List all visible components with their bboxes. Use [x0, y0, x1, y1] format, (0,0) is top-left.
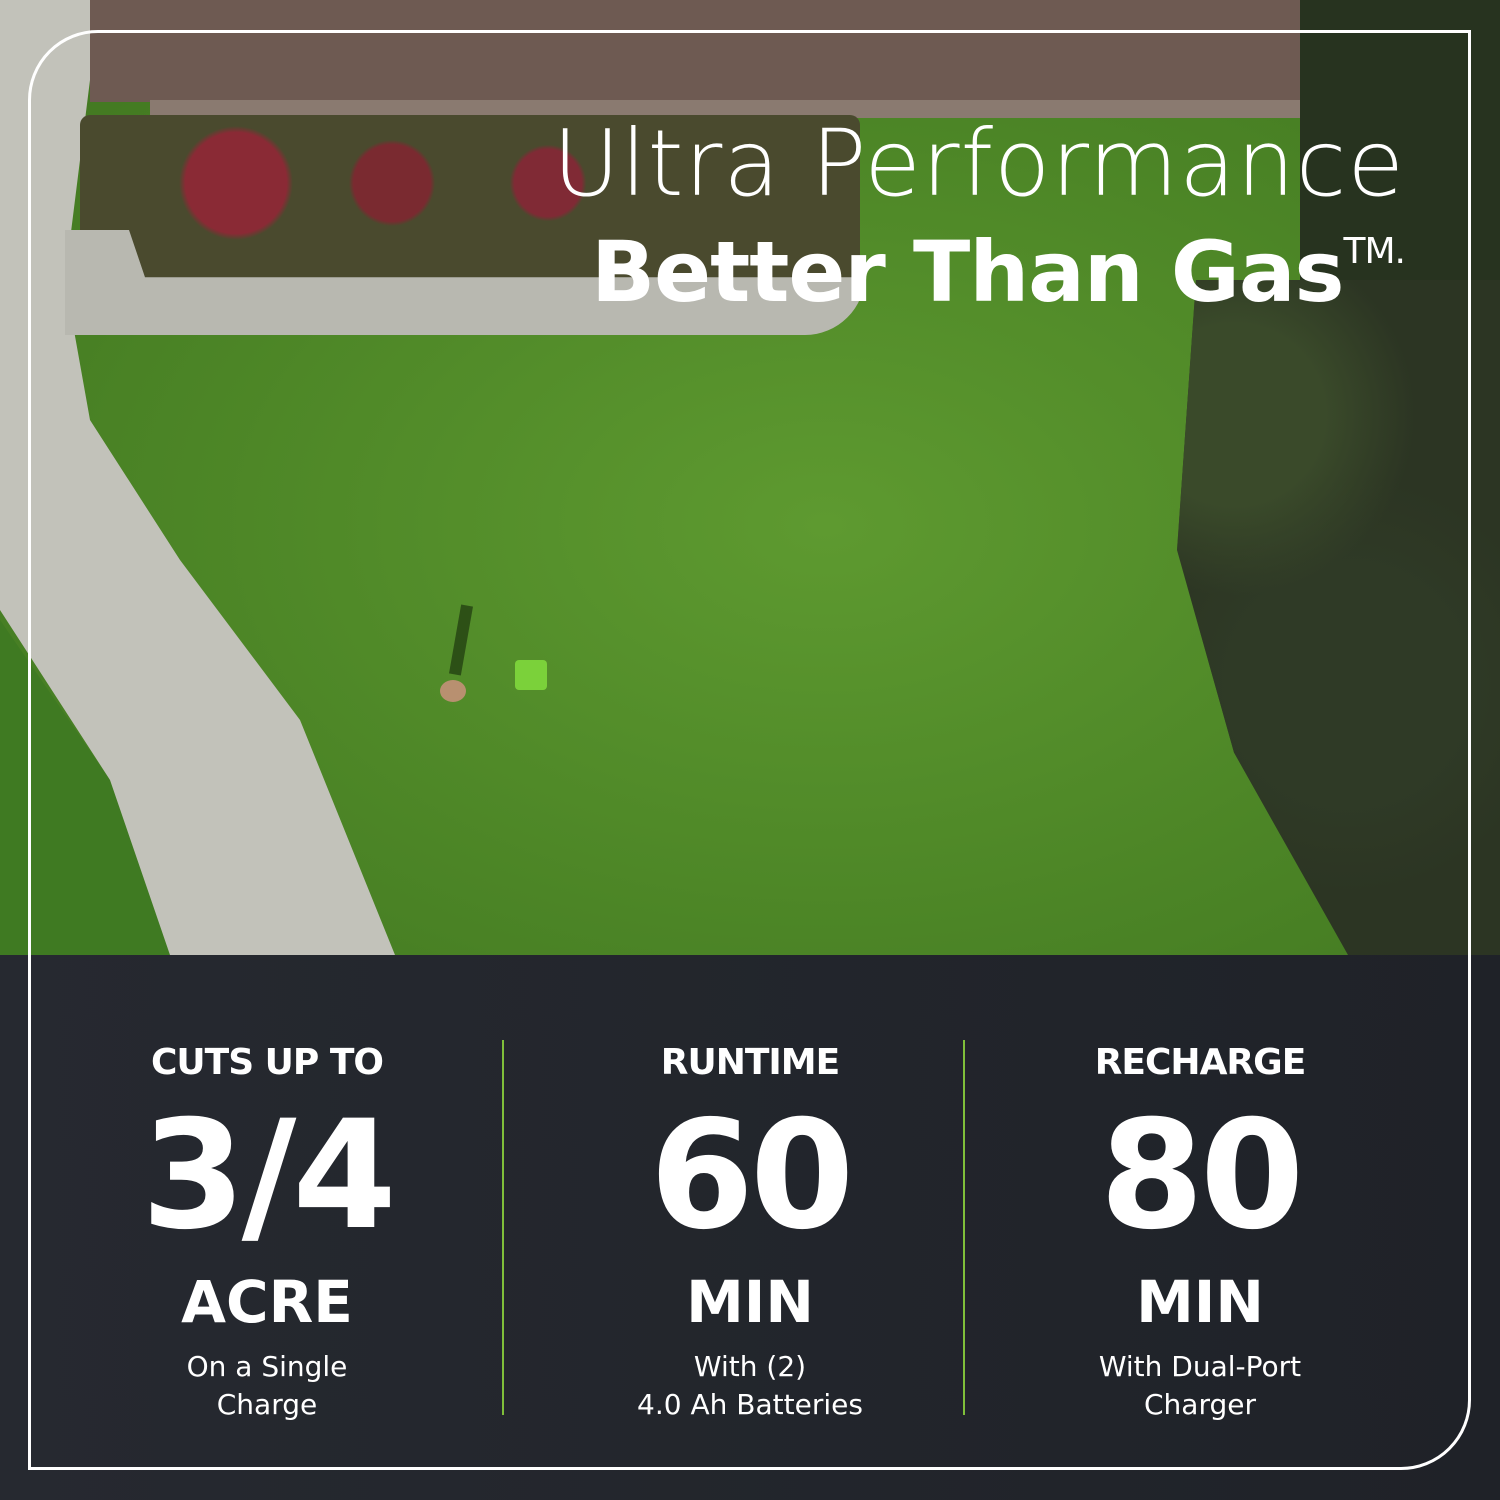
stat-unit: MIN	[686, 1268, 814, 1336]
stat-recharge: RECHARGE 80 MIN With Dual-Port Charger	[990, 1040, 1410, 1424]
divider	[502, 1040, 504, 1415]
headline-line2: Better Than GasTM.	[553, 220, 1406, 324]
stat-desc-line1: With (2)	[693, 1350, 807, 1383]
divider	[963, 1040, 965, 1415]
stat-desc: With Dual-Port Charger	[990, 1348, 1410, 1424]
stats-panel	[0, 955, 1500, 1500]
stat-coverage: CUTS UP TO 3/4 ACRE On a Single Charge	[57, 1040, 477, 1424]
headline-line2-text: Better Than Gas	[591, 223, 1344, 321]
stat-desc-line1: On a Single	[186, 1350, 348, 1383]
stat-runtime: RUNTIME 60 MIN With (2) 4.0 Ah Batteries	[540, 1040, 960, 1424]
house-eave	[150, 100, 1300, 118]
stat-desc-line1: With Dual-Port	[1098, 1350, 1302, 1383]
stat-value: 60	[649, 1089, 855, 1263]
headline: Ultra Performance Better Than GasTM.	[552, 108, 1406, 324]
headline-line1: Ultra Performance	[552, 110, 1405, 217]
stat-unit: ACRE	[181, 1268, 353, 1336]
aerial-lawn-photo: Ultra Performance Better Than GasTM.	[0, 0, 1500, 955]
stat-desc-line2: 4.0 Ah Batteries	[637, 1388, 863, 1421]
stat-desc: On a Single Charge	[57, 1348, 477, 1424]
stat-label: RECHARGE	[1094, 1042, 1307, 1083]
stat-desc-line2: Charger	[1144, 1388, 1256, 1421]
stat-value: 3/4	[141, 1089, 397, 1263]
lawn-mower	[515, 660, 547, 690]
person	[440, 680, 466, 702]
stat-label: CUTS UP TO	[151, 1042, 384, 1083]
trademark: TM.	[1343, 231, 1406, 272]
stat-unit: MIN	[1136, 1268, 1264, 1336]
house-roof	[90, 0, 1365, 102]
stat-desc: With (2) 4.0 Ah Batteries	[540, 1348, 960, 1424]
flower-bed	[80, 115, 860, 285]
trees	[1300, 0, 1500, 300]
stat-desc-line2: Charge	[216, 1388, 318, 1421]
stat-label: RUNTIME	[660, 1042, 840, 1083]
stat-value: 80	[1099, 1089, 1305, 1263]
